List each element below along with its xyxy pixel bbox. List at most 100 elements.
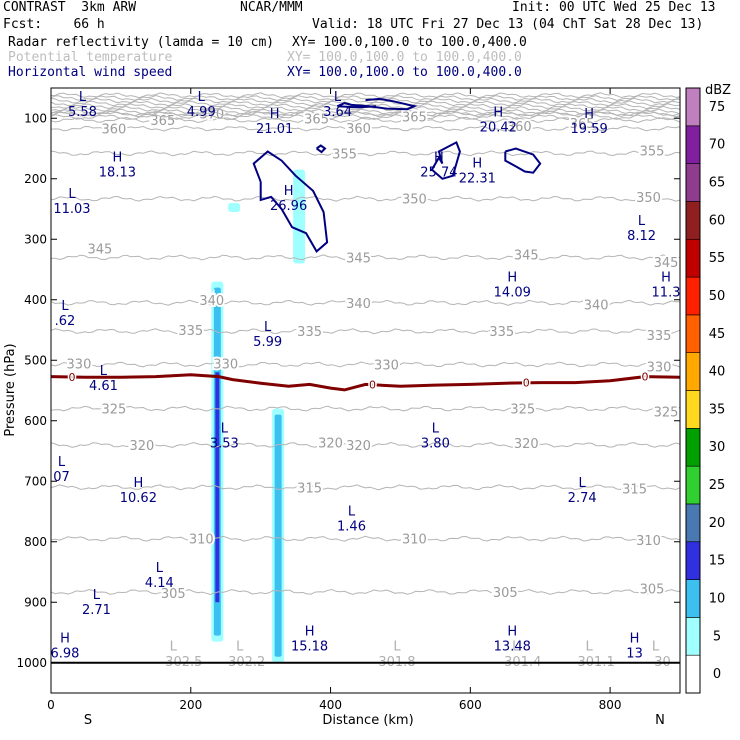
field1-name: Radar reflectivity (lamda = 10 cm) xyxy=(8,35,275,50)
reflectivity-5dbz xyxy=(293,169,306,264)
isentrope-line xyxy=(51,92,681,99)
wind-extremum: H14.09 xyxy=(494,270,531,300)
wind-contour xyxy=(504,147,542,174)
y-tick-label: 800 xyxy=(24,535,47,549)
isentrope-label: 335 xyxy=(297,325,322,340)
isentrope-label: 305 xyxy=(493,586,518,601)
x-tick-label: 800 xyxy=(599,698,622,712)
wind-extremum-value: 11.03 xyxy=(53,202,90,217)
colorbar-swatch xyxy=(685,276,701,316)
colorbar-level-label: 20 xyxy=(709,516,726,531)
wind-extremum-type: H xyxy=(284,184,294,199)
wind-extremum-value: 1.46 xyxy=(337,520,366,535)
isentrope-line xyxy=(50,405,681,412)
wind-extremum: L5.58 xyxy=(68,90,97,120)
colorbar-level-label: 25 xyxy=(709,478,726,493)
wind-extremum-value: 4.14 xyxy=(145,576,174,591)
colorbar-level-label: 5 xyxy=(713,629,721,644)
wind-extremum-value: 2.71 xyxy=(82,603,111,618)
colorbar-level-label: 55 xyxy=(709,251,726,266)
colorbar-swatch xyxy=(685,238,701,278)
isentrope-label: 345 xyxy=(654,256,679,271)
isentrope-line xyxy=(50,484,681,491)
wind-extremum: L11.03 xyxy=(53,187,90,217)
wind-extremum: H10.62 xyxy=(120,476,157,506)
field2-xy: XY= 100.0,100.0 to 100.0,400.0 xyxy=(287,50,522,65)
y-tick-label: 200 xyxy=(24,172,47,186)
wind-extremum-value: 21.01 xyxy=(256,122,293,137)
isentrope-label: 345 xyxy=(346,251,371,266)
isentrope-label: 340 xyxy=(584,299,609,314)
surface-theta-low-mark: L xyxy=(652,640,660,655)
x-axis-label: Distance (km) xyxy=(322,713,413,728)
isentrope-label: 325 xyxy=(510,403,535,418)
y-tick-label: 300 xyxy=(24,232,47,246)
wind-extremum: H26.96 xyxy=(270,184,307,214)
y-tick-label: 700 xyxy=(24,474,47,488)
colorbar-level-label: 40 xyxy=(709,365,726,380)
colorbar-unit: dBZ xyxy=(705,83,731,98)
colorbar-swatch xyxy=(685,541,701,580)
wind-extremum-type: L xyxy=(58,455,66,470)
colorbar-swatch xyxy=(685,503,701,543)
surface-theta-low-mark: L xyxy=(236,640,244,655)
y-tick-label: 100 xyxy=(24,111,47,125)
isentrope-label: 330 xyxy=(67,357,92,372)
wind-extremum-type: H xyxy=(434,151,444,166)
isentrope-label: 345 xyxy=(514,248,539,263)
wind-extremum-value: .62 xyxy=(55,314,76,329)
surface-theta-low-mark: L xyxy=(170,640,178,655)
isentrope-label: 310 xyxy=(189,533,214,548)
y-tick-label: 400 xyxy=(24,293,47,307)
wind-extremum-type: H xyxy=(661,270,671,285)
init-time: Init: 00 UTC Wed 25 Dec 13 xyxy=(512,0,716,15)
wind-extremum-type: L xyxy=(348,505,356,520)
x-tick-label: 400 xyxy=(319,698,342,712)
wind-contour xyxy=(316,144,327,154)
wind-extremum-value: 3.64 xyxy=(323,105,352,120)
isentrope-label: 335 xyxy=(647,329,672,344)
wind-extremum-value: 4.99 xyxy=(187,105,216,120)
wind-extremum: H21.01 xyxy=(256,107,293,137)
isentrope-label: 365 xyxy=(402,110,427,125)
wind-extremum: H13.48 xyxy=(494,624,531,654)
x-tick-label: 600 xyxy=(459,698,482,712)
wind-extremum-type: H xyxy=(472,157,482,172)
wind-extremum-type: H xyxy=(133,476,143,491)
field3-xy: XY= 100.0,100.0 to 100.0,400.0 xyxy=(287,65,522,80)
wind-extremum-type: L xyxy=(221,422,229,437)
freezing-level-label: 0 xyxy=(523,377,530,390)
reflectivity-cell xyxy=(272,408,285,663)
isentrope-label: 365 xyxy=(570,117,595,132)
wind-extremum-value: 5.58 xyxy=(68,105,97,120)
isentrope-label: 350 xyxy=(636,191,661,206)
y-tick-label: 900 xyxy=(24,595,47,609)
wind-extremum-type: L xyxy=(100,364,108,379)
wind-extremum: L4.99 xyxy=(187,90,216,120)
isentrope-label: 360 xyxy=(101,123,126,138)
wind-contour xyxy=(430,140,461,180)
wind-extremum: H11.3 xyxy=(652,270,681,300)
wind-extremum-value: 07 xyxy=(53,470,70,485)
wind-extremum-type: L xyxy=(198,90,206,105)
reflectivity-5dbz xyxy=(228,202,241,213)
field3-name: Horizontal wind speed xyxy=(8,65,173,80)
isentrope-line xyxy=(50,361,681,368)
wind-extremum-value: 25.74 xyxy=(420,166,457,181)
colorbar-swatch xyxy=(685,201,701,240)
wind-extremum: L.62 xyxy=(55,299,76,329)
colorbar-swatch xyxy=(685,163,701,202)
wind-extremum: L5.99 xyxy=(253,320,282,350)
isentrope-line xyxy=(50,125,681,132)
isentrope-line xyxy=(50,195,681,202)
y-axis-label: Pressure (hPa) xyxy=(3,343,18,436)
field1-xy: XY= 100.0,100.0 to 100.0,400.0 xyxy=(292,35,527,50)
colorbar-level-label: 0 xyxy=(713,667,721,682)
colorbar-swatch xyxy=(685,352,701,391)
wind-extremum-type: L xyxy=(579,476,587,491)
reflectivity-cell xyxy=(293,169,306,264)
colorbar-level-label: 75 xyxy=(709,100,726,115)
isentrope-line xyxy=(50,111,681,118)
wind-extremum: H25.74 xyxy=(420,151,457,181)
